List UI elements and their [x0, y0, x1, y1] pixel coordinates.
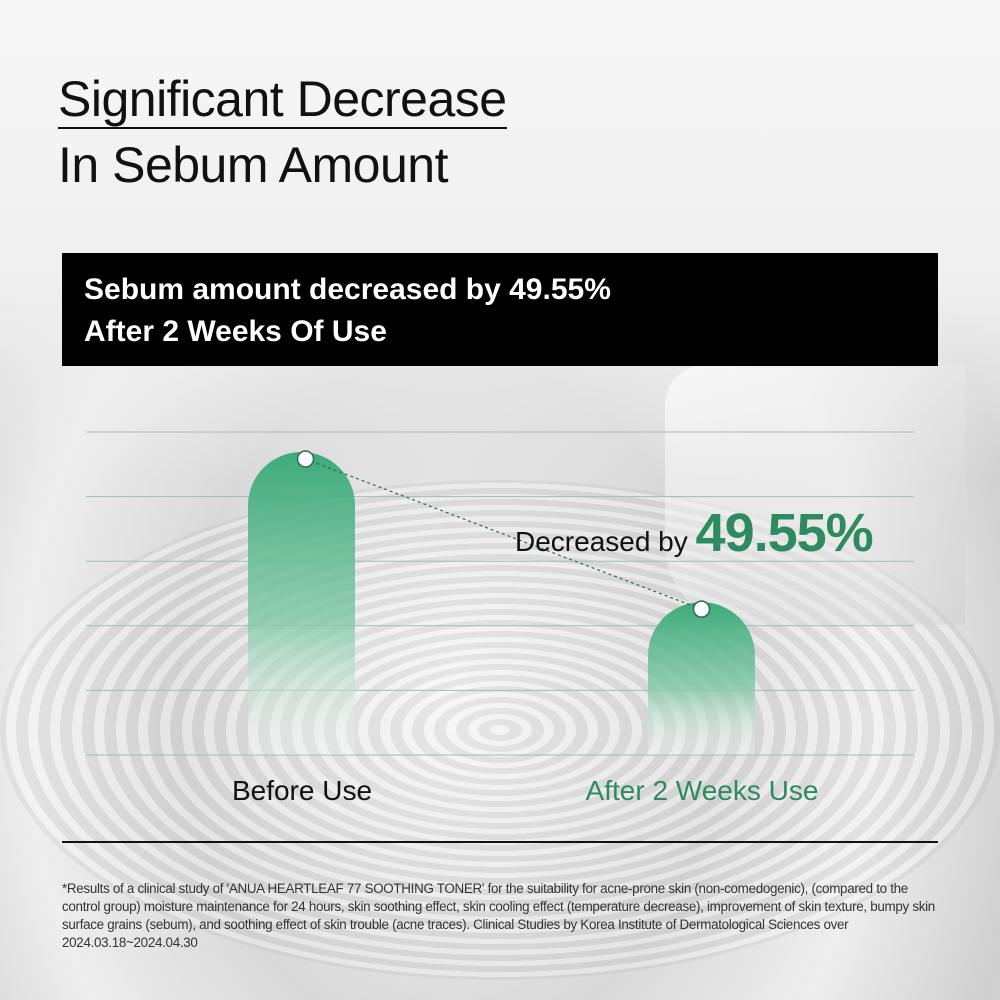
category-label-before: Before Use [231, 775, 373, 806]
callout-prefix: Decreased by [515, 526, 688, 557]
divider [62, 841, 938, 843]
bar-top-marker-0 [296, 450, 315, 468]
page-title: Significant Decrease In Sebum Amount [58, 66, 507, 198]
banner-line-2: After 2 Weeks Of Use [84, 315, 387, 348]
decrease-callout: Decreased by 49.55% [515, 502, 874, 564]
footnote: *Results of a clinical study of 'ANUA HE… [62, 881, 935, 950]
result-banner: Sebum amount decreased by 49.55% After 2… [62, 253, 938, 366]
title-line-2: In Sebum Amount [58, 137, 448, 193]
callout-value: 49.55% [695, 503, 874, 563]
toner-bottle-image [665, 365, 965, 625]
trend-line [305, 458, 702, 610]
bar-top-marker-1 [692, 600, 711, 618]
bar-1 [648, 602, 755, 755]
bar-0 [248, 452, 355, 755]
banner-line-1: Sebum amount decreased by 49.55% [84, 273, 611, 306]
category-label-after: After 2 Weeks Use [585, 775, 819, 806]
title-line-1: Significant Decrease [58, 71, 507, 129]
